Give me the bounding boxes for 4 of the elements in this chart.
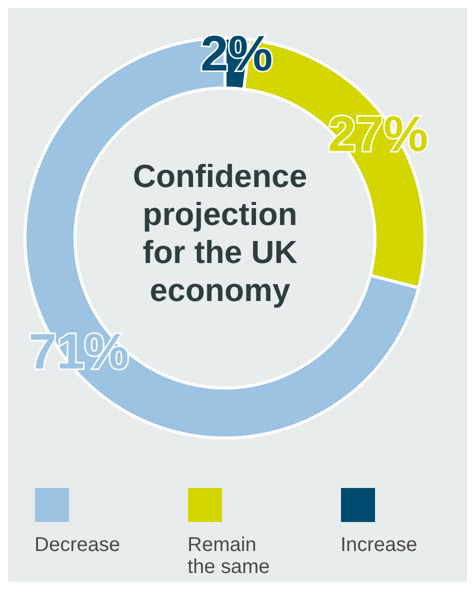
legend-label: Increase: [340, 534, 418, 556]
legend-label: Decrease: [34, 534, 122, 556]
text: Confidence projection for the UK economy: [132, 158, 308, 308]
legend-label: Remain the same: [188, 534, 271, 578]
